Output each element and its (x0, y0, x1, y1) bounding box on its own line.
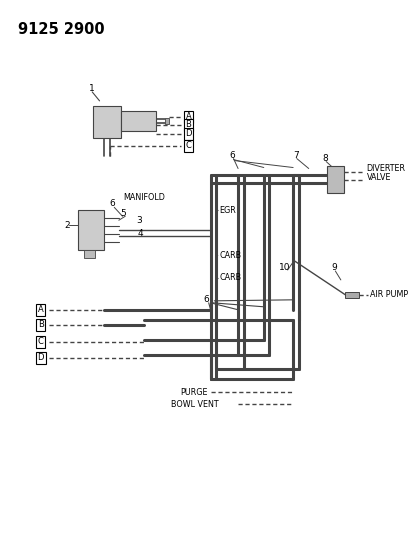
Text: 3: 3 (136, 216, 142, 225)
Text: PURGE: PURGE (180, 388, 208, 397)
Text: CARB: CARB (220, 273, 242, 282)
Text: AIR PUMP: AIR PUMP (370, 290, 409, 300)
Bar (165, 118, 169, 124)
Text: BOWL VENT: BOWL VENT (171, 400, 219, 409)
Text: 4: 4 (137, 229, 143, 238)
Text: 5: 5 (121, 209, 127, 218)
Text: MANIFOLD: MANIFOLD (123, 193, 165, 202)
Text: 10: 10 (279, 263, 290, 272)
Text: 1: 1 (88, 84, 94, 93)
Bar (345, 292, 359, 298)
Bar (327, 166, 344, 193)
Text: DIVERTER: DIVERTER (367, 164, 406, 173)
Text: 9: 9 (332, 263, 337, 272)
Text: 2: 2 (65, 221, 70, 230)
Text: VALVE: VALVE (367, 173, 391, 182)
Text: C: C (38, 337, 44, 346)
Text: D: D (37, 353, 44, 362)
Text: 6: 6 (203, 295, 209, 304)
Text: B: B (186, 120, 192, 129)
Text: D: D (185, 129, 192, 138)
Text: EGR: EGR (220, 206, 236, 215)
Bar (93, 106, 121, 138)
Text: B: B (38, 320, 44, 329)
Text: 9125 2900: 9125 2900 (18, 22, 104, 37)
Text: A: A (186, 112, 192, 122)
Bar (79, 211, 104, 250)
Text: 8: 8 (323, 154, 328, 163)
Text: 6: 6 (110, 199, 115, 208)
Text: 6: 6 (229, 151, 235, 160)
Bar (84, 250, 95, 258)
Text: 7: 7 (293, 151, 299, 160)
Bar (121, 111, 155, 131)
Text: A: A (38, 305, 44, 314)
Text: CARB: CARB (220, 251, 242, 260)
Text: C: C (186, 141, 192, 150)
